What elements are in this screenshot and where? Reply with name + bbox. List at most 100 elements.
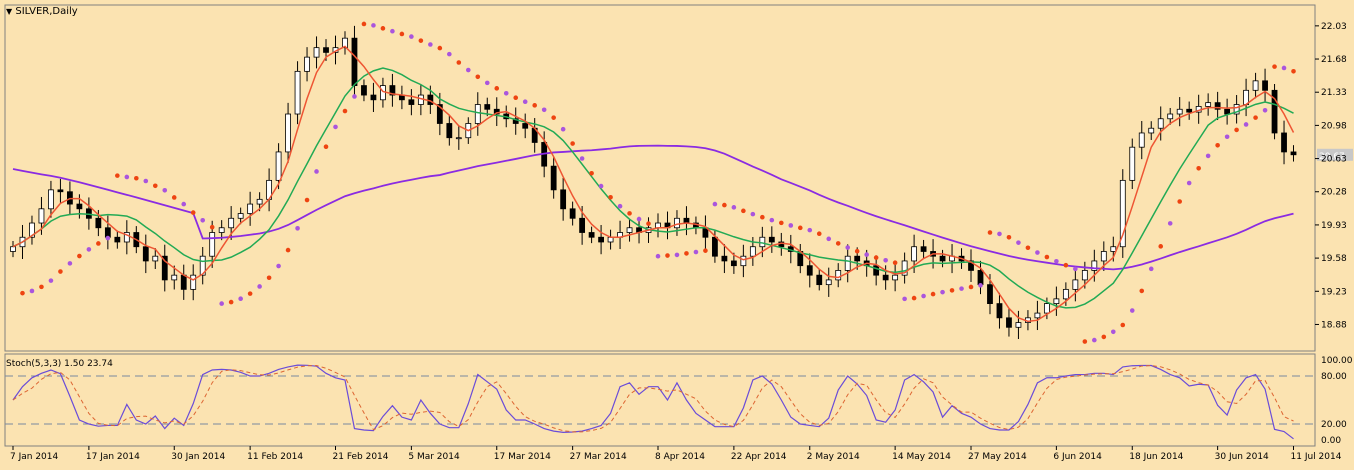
sar-dot: [447, 51, 452, 57]
sar-dot: [949, 288, 955, 293]
stoch-signal-line: [12, 365, 1294, 433]
sar-dot: [152, 183, 158, 189]
candle-body: [161, 255, 168, 281]
sar-dot: [1006, 234, 1012, 240]
sar-dot: [124, 174, 130, 180]
candle-body: [323, 47, 329, 53]
candle-body: [351, 37, 358, 86]
candle-body: [228, 217, 235, 229]
symbol-title: ▼ SILVER,Daily: [6, 6, 78, 17]
sar-dot: [238, 296, 243, 302]
sar-dot: [684, 251, 689, 256]
sar-dot: [162, 188, 168, 193]
sar-dot: [959, 286, 964, 291]
sar-dot: [171, 195, 177, 200]
candle-body: [171, 274, 178, 281]
candle-body: [1205, 102, 1212, 107]
sar-dot: [295, 226, 300, 231]
symbol-label: SILVER,Daily: [15, 6, 78, 17]
sar-dot: [1186, 180, 1192, 186]
candle-body: [474, 104, 481, 124]
sar-dot: [494, 86, 500, 91]
x-tick-label: 6 Jun 2014: [1053, 452, 1102, 462]
candle-body: [968, 260, 974, 271]
sar-dot: [1234, 127, 1239, 133]
sar-dot: [437, 45, 443, 51]
sar-dot: [636, 216, 642, 222]
sar-dot: [712, 201, 718, 207]
candle-body: [844, 255, 851, 271]
candle-body: [408, 99, 415, 105]
sar-dot: [703, 248, 708, 253]
sar-dot: [1120, 322, 1126, 328]
sar-dot: [1158, 244, 1164, 249]
candle-body: [455, 137, 462, 140]
sar-dot: [1243, 122, 1249, 127]
candle-body: [1233, 104, 1240, 115]
candle-body: [114, 236, 121, 243]
candle-body: [142, 246, 149, 262]
candle-body: [152, 255, 159, 262]
candle-body: [1281, 132, 1287, 153]
candle-body: [550, 165, 557, 191]
sar-dot: [551, 115, 556, 120]
stoch-panel-frame: [4, 353, 1316, 447]
candle-body: [237, 213, 244, 219]
candle-body: [768, 236, 775, 243]
y-tick-label: 19.93: [1321, 221, 1347, 231]
candle-body: [730, 260, 737, 267]
sar-dot: [29, 288, 35, 294]
candle-body: [218, 227, 225, 233]
sar-dot: [930, 291, 936, 297]
x-tick-label: 27 Mar 2014: [570, 452, 627, 462]
sar-dot: [418, 38, 424, 43]
x-tick-label: 5 Mar 2014: [408, 452, 460, 462]
candle-body: [712, 236, 718, 257]
candle-body: [901, 260, 908, 276]
candle-body: [1176, 108, 1183, 115]
stoch-tick-label: 80.00: [1321, 372, 1347, 382]
candle-body: [1034, 312, 1041, 319]
candle-body: [370, 94, 377, 101]
sar-dot: [342, 108, 348, 114]
candle-body: [446, 123, 453, 139]
sar-dot: [1110, 329, 1116, 335]
candle-body: [493, 108, 500, 115]
candle-body: [1167, 113, 1174, 120]
x-tick-label: 18 Jun 2014: [1129, 452, 1183, 462]
stoch-title: Stoch(5,3,3) 1.50 23.74: [6, 359, 113, 369]
sar-dot: [1196, 165, 1201, 171]
sar-dot: [1272, 64, 1277, 69]
sar-dot: [541, 107, 547, 113]
sar-dot: [589, 170, 594, 176]
sar-dot: [693, 249, 699, 255]
candle-body: [1110, 246, 1117, 252]
sar-dot: [978, 283, 983, 288]
dropdown-arrow-icon[interactable]: ▼: [6, 7, 13, 16]
candle-body: [29, 222, 35, 238]
sar-dot: [1281, 65, 1287, 71]
sar-dot: [997, 231, 1002, 237]
candle-body: [749, 246, 756, 257]
sar-dot: [276, 263, 281, 269]
main-panel-frame: [4, 4, 1316, 352]
candle-body: [759, 236, 766, 248]
candle-body: [123, 232, 130, 243]
sar-dot: [475, 74, 481, 80]
sar-dot: [968, 284, 974, 290]
sar-dot: [522, 99, 528, 105]
sar-dot: [532, 103, 537, 108]
sar-dot: [1177, 199, 1182, 204]
candle-body: [569, 208, 576, 219]
y-tick-label: 18.88: [1321, 320, 1347, 330]
sar-dot: [200, 217, 206, 223]
candle-body: [835, 270, 842, 281]
candle-body: [920, 246, 927, 252]
ma-long-line: [12, 144, 1294, 271]
x-tick-label: 30 Jun 2014: [1215, 452, 1269, 462]
candle-body: [1053, 298, 1060, 305]
candle-body: [1214, 102, 1221, 110]
candle-body: [911, 246, 918, 262]
